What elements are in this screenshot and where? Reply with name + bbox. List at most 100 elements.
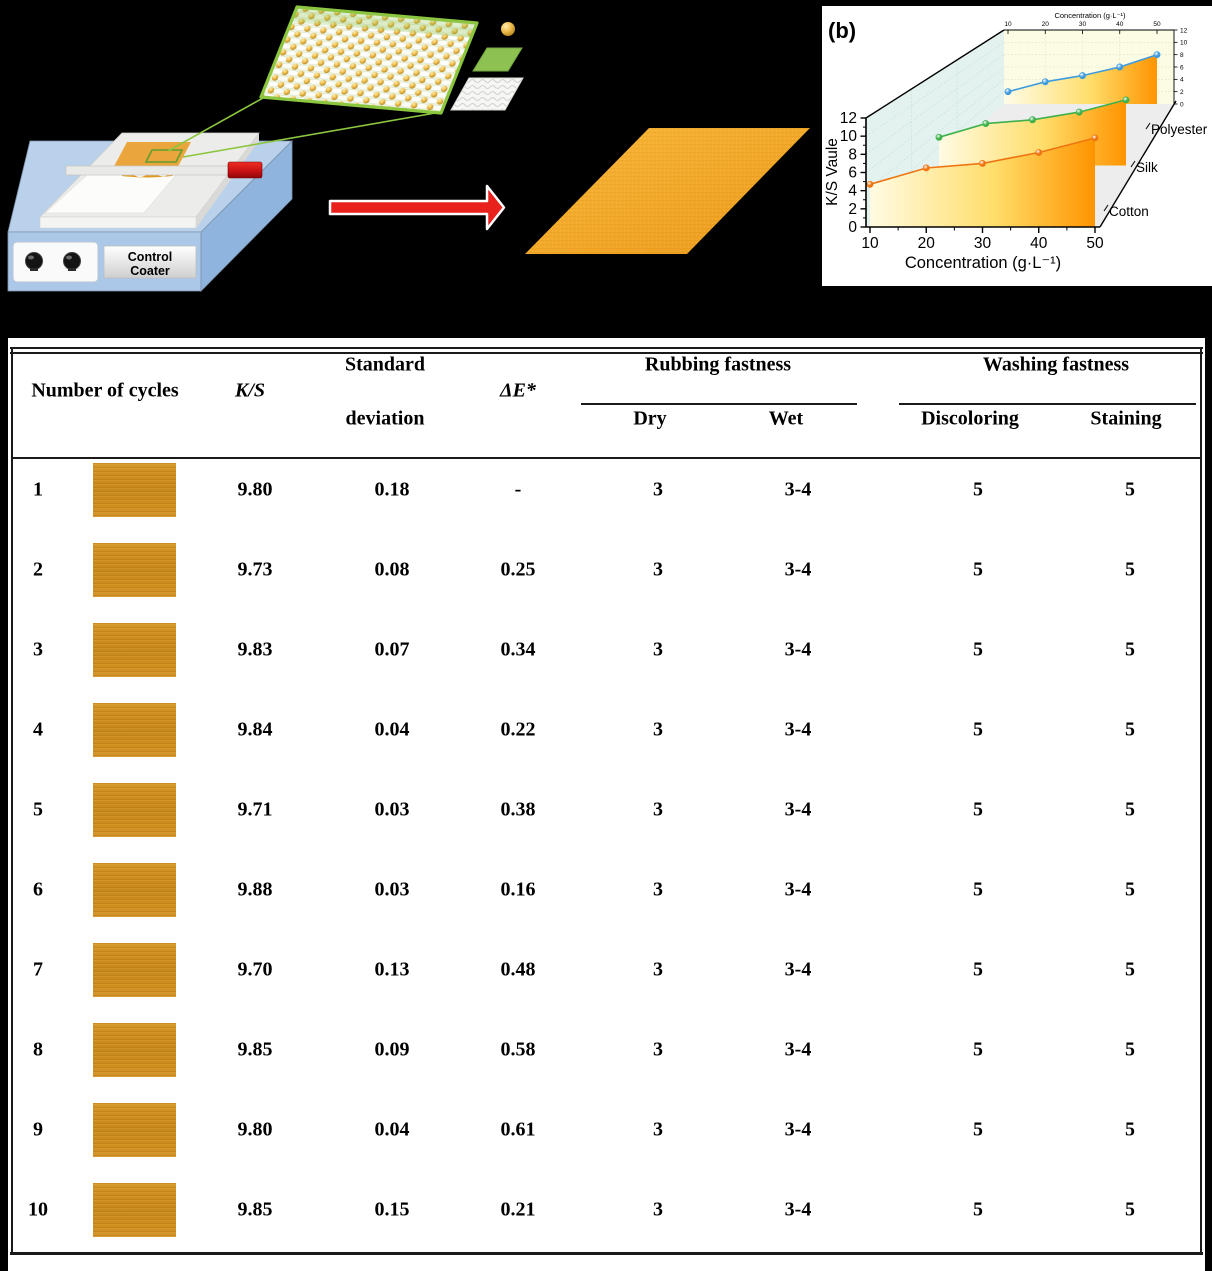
knob-right[interactable] — [63, 252, 81, 272]
fabric-swatch — [93, 943, 176, 997]
cell-dry: 3 — [653, 1038, 663, 1061]
data-point-polyester — [1153, 51, 1161, 59]
x-tick-label: 10 — [861, 235, 879, 252]
fabric-chip-icon — [450, 77, 524, 111]
data-point-polyester — [1004, 88, 1012, 96]
machine-label-line1: Control — [128, 250, 172, 264]
cell-discoloring: 5 — [973, 878, 983, 901]
cell-std: 0.04 — [374, 1118, 410, 1141]
x-tick-label: 40 — [1030, 235, 1048, 252]
fabric-swatch — [93, 623, 176, 677]
cell-discoloring: 5 — [973, 1038, 983, 1061]
dyed-fabric-result — [525, 128, 810, 254]
cycle-number: 5 — [33, 798, 43, 821]
cell-delta_e: - — [514, 478, 522, 501]
data-point-silk — [1029, 116, 1036, 124]
cell-ks: 9.73 — [237, 558, 273, 581]
cell-discoloring: 5 — [973, 718, 983, 741]
process-diagram: Control Coater — [7, 5, 810, 292]
table-top-rule-inner — [10, 352, 1203, 354]
cell-staining: 5 — [1125, 718, 1135, 741]
x-tick-label: 20 — [918, 235, 936, 252]
y-tick-label: 0 — [848, 219, 857, 236]
knob-panel — [12, 241, 99, 283]
cycle-number: 8 — [33, 1038, 43, 1061]
cell-discoloring: 5 — [973, 798, 983, 821]
table-left-border — [11, 347, 13, 1255]
cell-wet: 3-4 — [784, 558, 812, 581]
data-point-polyester — [1116, 63, 1124, 71]
rubbing-group-underline — [581, 403, 857, 405]
y-tick-label: 4 — [848, 183, 857, 200]
top-tick-label: 20 — [1042, 21, 1050, 28]
cycle-number: 2 — [33, 558, 43, 581]
cell-std: 0.18 — [374, 478, 410, 501]
cell-dry: 3 — [653, 958, 663, 981]
cycle-number: 6 — [33, 878, 43, 901]
top-axis-title: Concentration (g·L⁻¹) — [1054, 11, 1126, 20]
fabric-closeup — [259, 5, 479, 115]
coating-bed-edge — [39, 216, 197, 229]
table-bottom-rule — [10, 1252, 1203, 1255]
data-point-cotton — [1035, 149, 1043, 156]
y-axis-title: K/S Vaule — [824, 138, 841, 206]
data-point-cotton — [1091, 134, 1099, 142]
right-tick-label: 4 — [1180, 77, 1184, 84]
right-tick-label: 6 — [1180, 64, 1184, 71]
series-area-cotton — [870, 138, 1095, 227]
cycle-number: 9 — [33, 1118, 43, 1141]
chart-panel-b: (b) 10 20 30 40 50 0 2 4 6 8 10 12 10 20 30 40 50 0 2 4 6 8 10… — [822, 6, 1212, 286]
right-tick-label: 0 — [1180, 101, 1184, 108]
cell-discoloring: 5 — [973, 638, 983, 661]
cell-std: 0.04 — [374, 718, 410, 741]
header-separator-rule — [11, 457, 1202, 459]
cell-ks: 9.84 — [237, 718, 273, 741]
data-point-silk — [1122, 96, 1130, 104]
fabric-swatch — [93, 703, 176, 757]
cell-staining: 5 — [1125, 1038, 1135, 1061]
cell-delta_e: 0.48 — [500, 958, 536, 981]
col-header-wet: Wet — [768, 407, 804, 430]
panel-b-label: (b) — [828, 18, 856, 43]
knob-left[interactable] — [25, 252, 43, 272]
cell-staining: 5 — [1125, 1198, 1135, 1221]
data-point-polyester — [1041, 78, 1049, 86]
cell-dry: 3 — [653, 718, 663, 741]
callout-line-left — [167, 97, 264, 152]
data-point-polyester — [1079, 72, 1086, 80]
cell-delta_e: 0.16 — [500, 878, 536, 901]
cell-staining: 5 — [1125, 638, 1135, 661]
curcumin-chip-icon — [472, 47, 523, 72]
top-tick-label: 30 — [1079, 21, 1087, 28]
bar-handle — [227, 161, 263, 179]
cell-delta_e: 0.21 — [500, 1198, 536, 1221]
coater-bar — [65, 165, 231, 176]
y-tick-label: 8 — [848, 146, 857, 163]
col-header-discoloring: Discoloring — [921, 407, 1019, 430]
cell-ks: 9.88 — [237, 878, 273, 901]
col-header-number-of-cycles: Number of cycles — [31, 379, 179, 402]
top-tick-label: 50 — [1153, 21, 1161, 28]
col-header-std-line1: Standard — [344, 353, 426, 376]
cell-delta_e: 0.38 — [500, 798, 536, 821]
cell-delta_e: 0.25 — [500, 558, 536, 581]
col-header-staining: Staining — [1090, 407, 1162, 430]
right-tick-label: 8 — [1180, 52, 1184, 59]
coating-bed-side — [196, 133, 259, 228]
cell-discoloring: 5 — [973, 558, 983, 581]
gold-nanoparticle-icon — [501, 22, 515, 36]
cell-delta_e: 0.61 — [500, 1118, 536, 1141]
right-tick-label: 10 — [1180, 40, 1188, 47]
cell-std: 0.08 — [374, 558, 410, 581]
cell-wet: 3-4 — [784, 1038, 812, 1061]
cell-staining: 5 — [1125, 558, 1135, 581]
callout-rectangle — [144, 149, 184, 163]
cell-ks: 9.85 — [237, 1038, 273, 1061]
washing-group-underline — [899, 403, 1196, 405]
cell-delta_e: 0.58 — [500, 1038, 536, 1061]
group-header-rubbing-fastness: Rubbing fastness — [644, 353, 792, 376]
series-label-silk: Silk — [1136, 160, 1158, 175]
cell-std: 0.07 — [374, 638, 410, 661]
